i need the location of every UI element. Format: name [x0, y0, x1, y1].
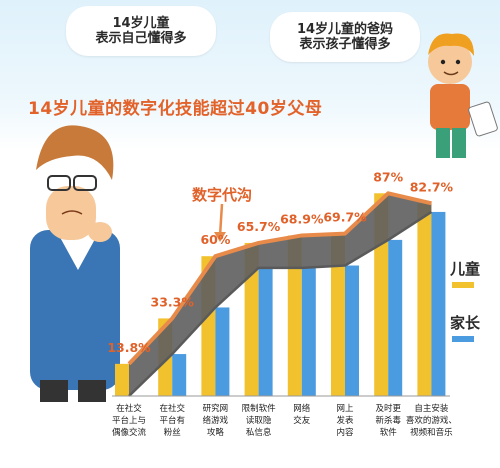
category-label-1-line-3: 偶像交流: [112, 427, 147, 438]
bar-child-4: [244, 242, 259, 396]
category-label-4-line-2: 读取隐: [246, 415, 272, 426]
category-label-8-line-1: 自主安装: [414, 403, 449, 414]
bar-parent-3: [215, 307, 230, 396]
boy-figure: [428, 33, 498, 158]
bar-child-1: [115, 363, 129, 396]
legend-label-parent: 家长: [450, 314, 481, 332]
category-label-3-line-3: 攻略: [207, 427, 225, 438]
legend-swatch-parent: [452, 336, 474, 342]
bar-parent-2: [172, 354, 187, 396]
parent-speech-bubble: [270, 12, 420, 62]
parent-bubble-text: 14岁儿童的爸妈 表示孩子懂得多: [296, 22, 394, 52]
digital-gap-annotation: 数字代沟: [192, 186, 253, 204]
bar-parent-7: [388, 239, 403, 396]
category-label-6-line-1: 网上: [336, 404, 354, 414]
data-label-child-1: 13.8%: [107, 340, 151, 355]
bar-parent-6: [345, 265, 359, 396]
series-line-child: [127, 191, 432, 366]
category-label-2-line-3: 粉丝: [164, 427, 182, 438]
series-line-parent: [128, 210, 433, 397]
bar-child-5: [287, 235, 302, 396]
data-label-child-7: 87%: [373, 169, 403, 184]
bar-parent-5: [301, 267, 316, 396]
category-label-1-line-2: 平台上与: [112, 415, 146, 426]
bar-child-8: [417, 203, 432, 396]
category-label-2-line-1: 在社交: [159, 403, 185, 414]
category-label-5-line-1: 网络: [293, 403, 311, 414]
gap-arrow-head: [214, 232, 226, 242]
data-label-child-4: 65.7%: [237, 219, 281, 234]
category-label-4-line-1: 限制软件: [242, 403, 277, 414]
legend-swatch-child: [452, 282, 474, 288]
data-label-child-2: 33.3%: [151, 294, 195, 309]
category-label-7-line-1: 及时更: [375, 403, 401, 414]
category-label-3-line-1: 研究网: [203, 403, 229, 414]
bar-child-6: [331, 233, 345, 396]
data-label-child-5: 68.9%: [280, 211, 324, 226]
category-label-7-line-2: 新杀毒: [375, 415, 401, 426]
category-label-8-line-3: 视频和音乐: [410, 427, 453, 438]
data-label-child-8: 82.7%: [410, 179, 454, 194]
data-label-child-3: 60%: [200, 232, 230, 247]
category-label-3-line-2: 络游戏: [203, 415, 229, 426]
category-label-8-line-2: 喜欢的游戏、: [406, 415, 457, 426]
legend-label-child: 儿童: [450, 260, 481, 278]
category-label-6-line-3: 内容: [336, 427, 354, 438]
data-label-child-6: 69.7%: [323, 210, 367, 225]
category-label-2-line-2: 平台有: [159, 415, 185, 426]
category-label-7-line-3: 软件: [380, 427, 398, 438]
chart-title: 14岁儿童的数字化技能超过40岁父母: [28, 99, 323, 119]
bar-parent-8: [431, 211, 446, 396]
gap-arrow-shaft: [218, 203, 224, 237]
child-bubble-text: 14岁儿童 表示自己懂得多: [95, 16, 187, 46]
digital-gap-band: [129, 193, 432, 396]
category-label-6-line-2: 发表: [336, 415, 354, 426]
category-label-1-line-1: 在社交: [116, 403, 142, 414]
father-figure: [30, 125, 120, 402]
category-label-5-line-2: 交友: [293, 415, 311, 426]
child-speech-bubble: [66, 6, 216, 56]
category-label-4-line-3: 私信息: [246, 427, 272, 438]
bar-parent-4: [258, 267, 273, 396]
